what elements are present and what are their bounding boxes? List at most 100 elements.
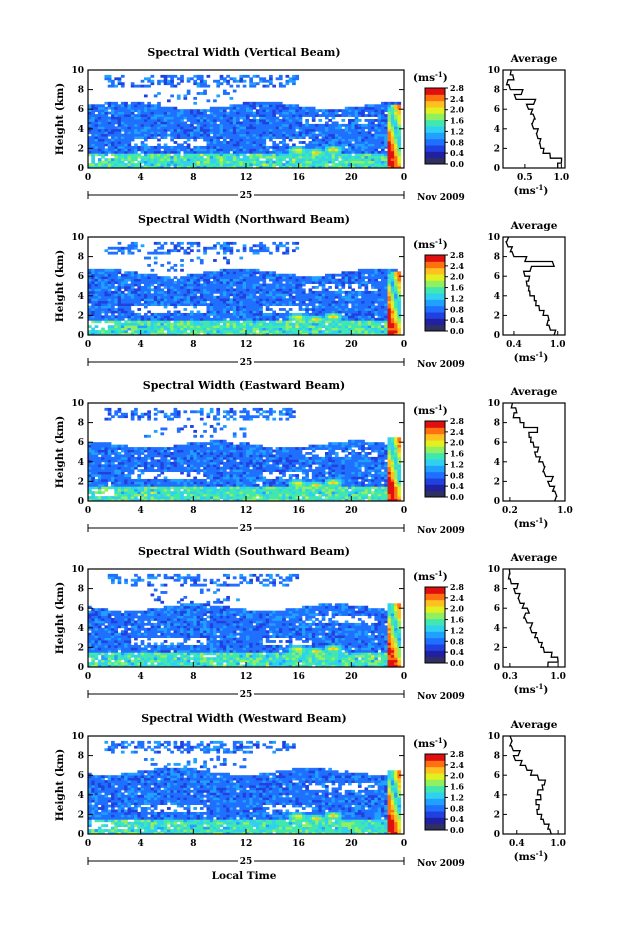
heatmap-cell <box>180 259 184 262</box>
heatmap-cell <box>157 153 161 157</box>
heatmap-cell <box>269 288 273 292</box>
heatmap-cell <box>384 163 388 166</box>
heatmap-cell <box>213 330 217 333</box>
heatmap-cell <box>157 298 161 302</box>
heatmap-cell <box>236 160 240 164</box>
heatmap-cell <box>265 271 270 275</box>
heatmap-cell <box>130 101 135 105</box>
heatmap-cell <box>298 303 303 306</box>
heatmap-cell <box>275 320 280 324</box>
heatmap-cell <box>311 305 316 309</box>
heatmap-cell <box>377 300 382 304</box>
heatmap-cell <box>137 128 142 132</box>
heatmap-cell <box>371 317 375 321</box>
heatmap-cell <box>183 126 188 130</box>
heatmap-cell <box>325 133 329 137</box>
heatmap-cell <box>167 133 171 137</box>
heatmap-cell <box>236 330 240 333</box>
heatmap-cell <box>292 150 296 154</box>
heatmap-cell <box>344 276 349 280</box>
heatmap-cell <box>288 303 293 306</box>
heatmap-cell <box>367 121 372 125</box>
heatmap-cell <box>97 114 102 117</box>
heatmap-cell <box>272 300 277 304</box>
heatmap-cell <box>371 298 375 302</box>
heatmap-cell <box>285 332 290 336</box>
heatmap-cell <box>288 298 293 302</box>
panel-1: Spectral Width (Vertical Beam)0246810Hei… <box>54 46 569 203</box>
heatmap-cell <box>137 123 142 127</box>
heatmap-cell <box>249 109 253 113</box>
heatmap-cell <box>203 163 207 166</box>
heatmap-cell <box>288 315 293 319</box>
heatmap-cell <box>157 128 161 132</box>
heatmap-cell <box>394 295 398 299</box>
heatmap-cell <box>91 268 95 272</box>
heatmap-cell <box>331 131 336 135</box>
heatmap-cell <box>318 278 323 282</box>
heatmap-cell <box>167 160 171 164</box>
heatmap-cell <box>209 290 214 294</box>
heatmap-cell <box>94 106 99 110</box>
heatmap-cell <box>193 136 198 139</box>
heatmap-cell <box>111 143 115 147</box>
heatmap-cell <box>147 155 151 159</box>
heatmap-cell <box>130 150 135 154</box>
heatmap-cell <box>219 136 224 139</box>
heatmap-cell <box>282 290 286 294</box>
heatmap-cell <box>111 315 115 319</box>
heatmap-cell <box>341 158 346 162</box>
heatmap-cell <box>130 317 135 321</box>
heatmap-cell <box>275 273 280 277</box>
heatmap-cell <box>275 158 280 162</box>
heatmap-cell <box>117 286 122 289</box>
heatmap-cell <box>328 165 332 169</box>
heatmap-cell <box>206 99 211 103</box>
heatmap-cell <box>229 281 234 284</box>
heatmap-cell <box>199 111 204 115</box>
heatmap-cell <box>325 128 329 132</box>
heatmap-cell <box>272 295 277 299</box>
heatmap-cell <box>321 290 326 294</box>
heatmap-cell <box>380 327 385 331</box>
heatmap-cell <box>216 138 221 142</box>
heatmap-cell <box>328 286 332 289</box>
heatmap-cell <box>262 293 267 297</box>
heatmap-cell <box>301 276 306 280</box>
heatmap-cell <box>127 123 132 127</box>
heatmap-cell <box>143 153 148 157</box>
heatmap-cell <box>143 150 148 154</box>
heatmap-cell <box>344 141 349 144</box>
heatmap-cell <box>367 310 372 314</box>
heatmap-cell <box>114 150 119 154</box>
heatmap-cell <box>275 249 280 253</box>
heatmap-cell <box>140 325 145 329</box>
heatmap-cell <box>104 116 109 120</box>
heatmap-cell <box>259 104 263 108</box>
heatmap-cell <box>199 74 204 78</box>
heatmap-cell <box>232 320 237 324</box>
heatmap-cell <box>371 295 375 299</box>
heatmap-cell <box>183 111 188 115</box>
heatmap-cell <box>134 312 138 316</box>
heatmap-cell <box>219 295 224 299</box>
heatmap-cell <box>387 114 392 117</box>
heatmap-cell <box>213 315 217 319</box>
heatmap-cell <box>321 145 326 149</box>
heatmap-cell <box>206 290 211 294</box>
heatmap-cell <box>282 126 286 130</box>
heatmap-cell <box>246 332 250 336</box>
heatmap-cell <box>278 293 283 297</box>
heatmap-cell <box>292 131 296 135</box>
heatmap-cell <box>232 126 237 130</box>
heatmap-cell <box>275 246 280 250</box>
heatmap-cell <box>397 320 402 324</box>
heatmap-cell <box>272 119 277 122</box>
heatmap-cell <box>134 298 138 302</box>
colorbar-tick-label: 2.8 <box>450 250 464 260</box>
heatmap-cell <box>213 320 217 324</box>
heatmap-cell <box>262 249 267 253</box>
heatmap-cell <box>380 271 385 275</box>
heatmap-cell <box>331 312 336 316</box>
date-day: 25 <box>240 191 253 201</box>
